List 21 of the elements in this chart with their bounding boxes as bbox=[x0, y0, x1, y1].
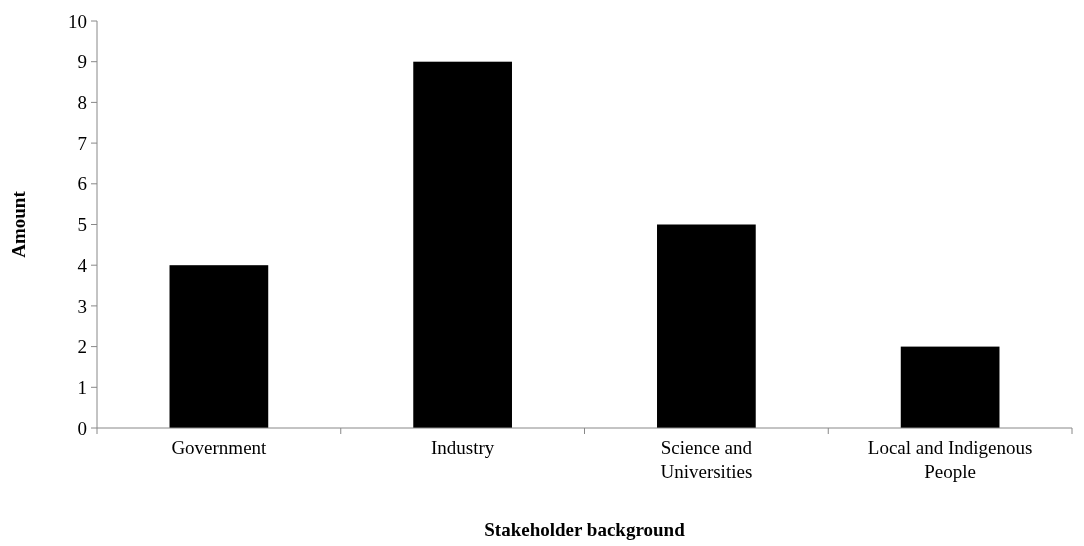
x-tick-label: Local and Indigenous People bbox=[867, 437, 1033, 482]
y-tick-label: 0 bbox=[77, 417, 87, 439]
y-tick-label: 5 bbox=[77, 214, 87, 236]
bar bbox=[900, 346, 1000, 428]
y-tick-label: 2 bbox=[77, 336, 87, 358]
x-tick-label: Science and Universities bbox=[660, 437, 753, 482]
bar bbox=[657, 224, 756, 428]
y-tick-label: 1 bbox=[77, 376, 87, 398]
x-tick-label: Government bbox=[171, 437, 268, 458]
y-tick-label: 3 bbox=[77, 295, 87, 317]
y-axis-title: Amount bbox=[8, 190, 29, 258]
bar bbox=[169, 265, 269, 428]
y-tick-label: 7 bbox=[77, 132, 87, 154]
y-tick-label: 10 bbox=[68, 10, 87, 32]
x-tick-label: Industry bbox=[430, 437, 495, 458]
y-tick-label: 9 bbox=[77, 51, 87, 73]
x-axis-title: Stakeholder background bbox=[484, 519, 686, 540]
y-tick-label: 4 bbox=[77, 254, 88, 276]
y-tick-label: 8 bbox=[77, 92, 87, 114]
y-tick-label: 6 bbox=[77, 173, 87, 195]
bar bbox=[413, 61, 512, 428]
